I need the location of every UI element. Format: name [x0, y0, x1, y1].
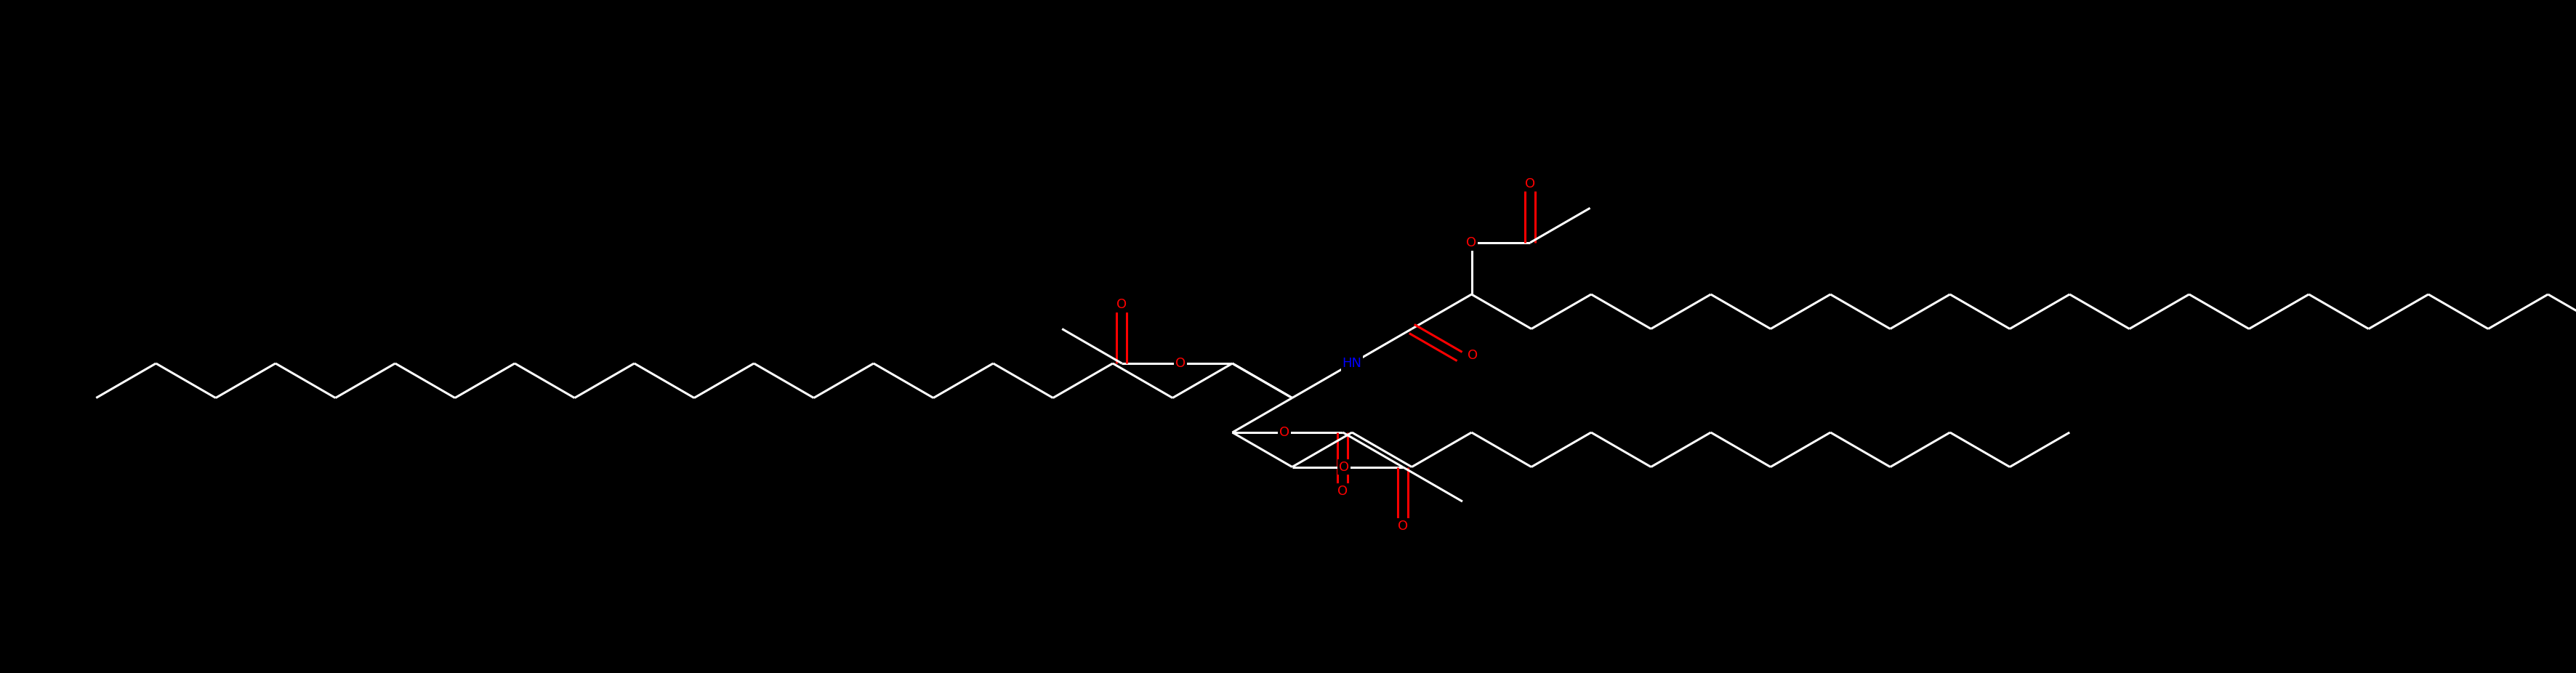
Text: O: O	[1466, 236, 1476, 249]
Text: O: O	[1280, 426, 1288, 439]
Text: O: O	[1337, 485, 1347, 498]
Text: HN: HN	[1342, 357, 1363, 370]
Text: O: O	[1399, 520, 1406, 532]
Text: O: O	[1118, 297, 1128, 311]
Text: O: O	[1468, 349, 1479, 361]
Text: O: O	[1175, 357, 1185, 370]
Text: O: O	[1340, 460, 1350, 474]
Text: O: O	[1525, 177, 1535, 190]
